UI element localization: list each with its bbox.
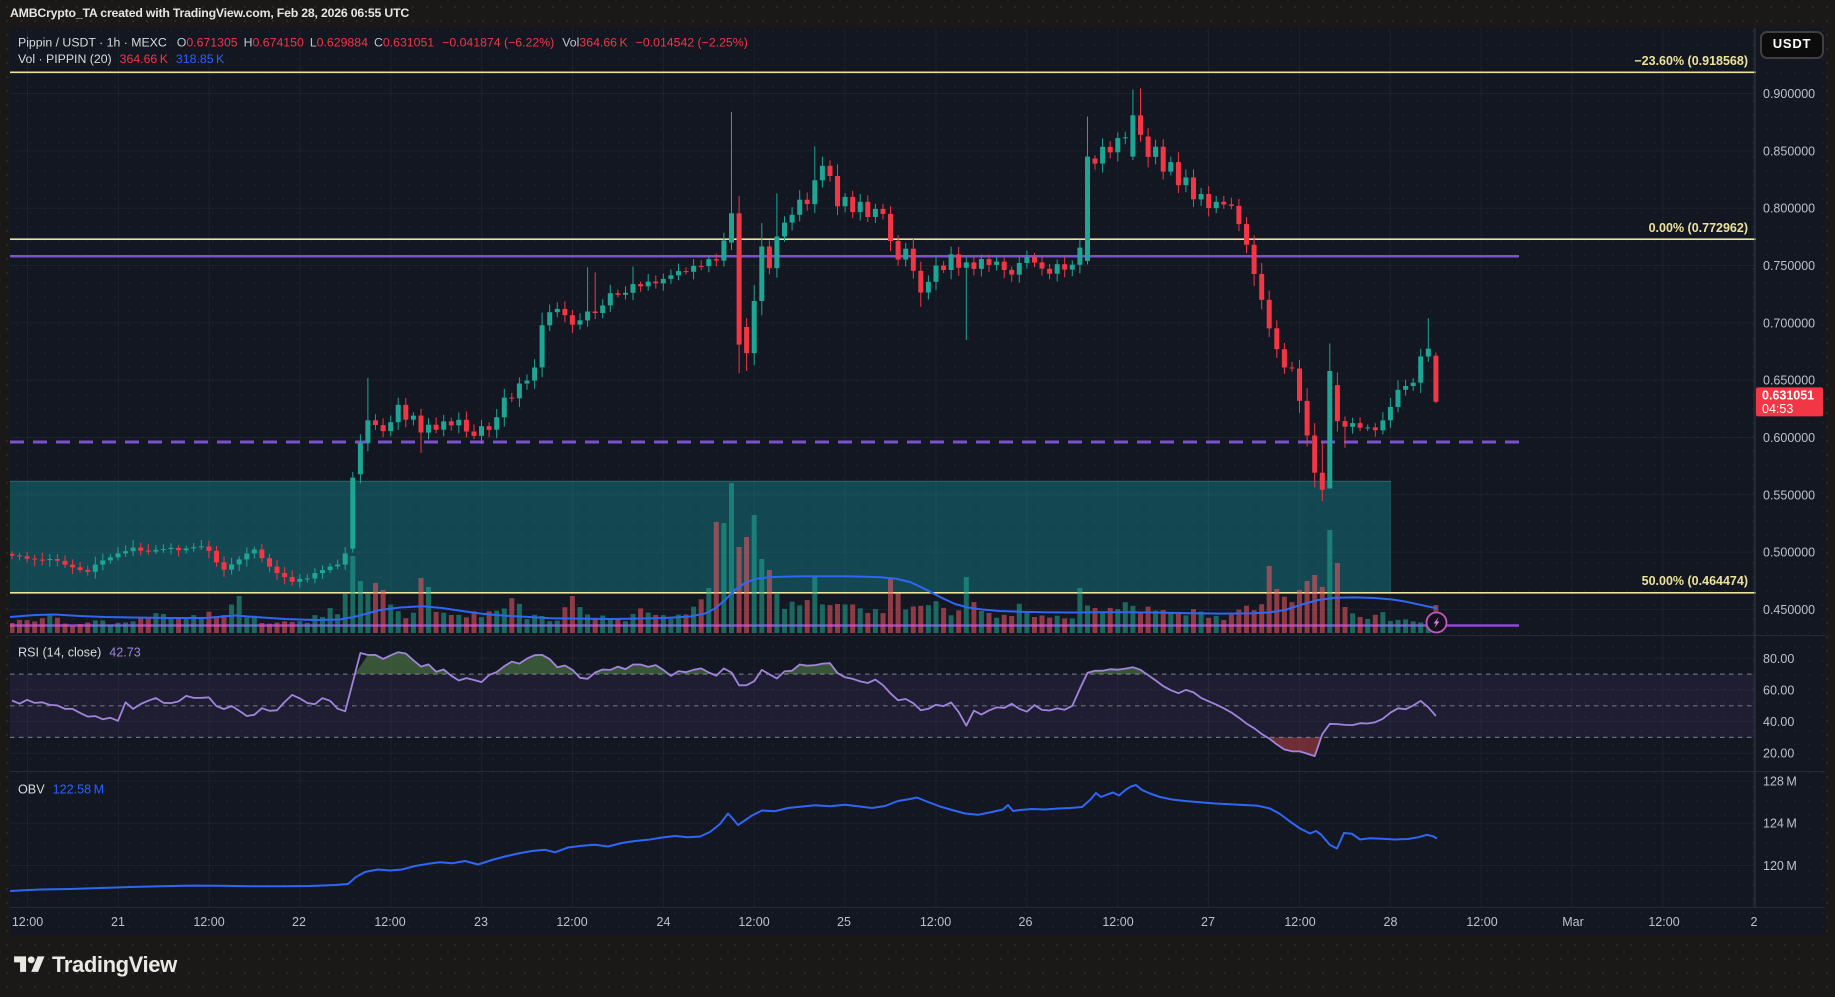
svg-text:0.800000: 0.800000 [1763, 202, 1815, 216]
svg-text:23: 23 [474, 915, 488, 929]
svg-text:12:00: 12:00 [1648, 915, 1679, 929]
svg-text:50.00% (0.464474): 50.00% (0.464474) [1642, 574, 1748, 588]
svg-text:0.650000: 0.650000 [1763, 374, 1815, 388]
svg-text:12:00: 12:00 [738, 915, 769, 929]
svg-text:−23.60% (0.918568): −23.60% (0.918568) [1634, 54, 1748, 68]
svg-text:120 M: 120 M [1763, 859, 1797, 873]
svg-text:0.550000: 0.550000 [1763, 488, 1815, 502]
svg-text:12:00: 12:00 [12, 915, 43, 929]
svg-text:25: 25 [837, 915, 851, 929]
svg-text:0.700000: 0.700000 [1763, 316, 1815, 330]
svg-text:40.00: 40.00 [1763, 715, 1794, 729]
svg-text:128 M: 128 M [1763, 774, 1797, 788]
svg-text:27: 27 [1201, 915, 1215, 929]
svg-text:0.750000: 0.750000 [1763, 259, 1815, 273]
svg-text:04:53: 04:53 [1762, 402, 1793, 416]
svg-text:0.00% (0.772962): 0.00% (0.772962) [1649, 221, 1748, 235]
svg-text:0.631051: 0.631051 [1762, 388, 1814, 402]
svg-text:0.600000: 0.600000 [1763, 431, 1815, 445]
svg-text:12:00: 12:00 [920, 915, 951, 929]
svg-text:Mar: Mar [1562, 915, 1584, 929]
svg-text:12:00: 12:00 [374, 915, 405, 929]
svg-text:2: 2 [1751, 915, 1758, 929]
svg-text:RSI (14, close)42.73: RSI (14, close) 42.73 [18, 646, 141, 660]
svg-text:12:00: 12:00 [1466, 915, 1497, 929]
svg-text:0.500000: 0.500000 [1763, 546, 1815, 560]
svg-text:24: 24 [657, 915, 671, 929]
svg-text:12:00: 12:00 [193, 915, 224, 929]
svg-text:12:00: 12:00 [1284, 915, 1315, 929]
svg-text:22: 22 [292, 915, 306, 929]
svg-text:21: 21 [111, 915, 125, 929]
svg-text:26: 26 [1019, 915, 1033, 929]
svg-text:20.00: 20.00 [1763, 747, 1794, 761]
svg-text:60.00: 60.00 [1763, 683, 1794, 697]
svg-text:0.850000: 0.850000 [1763, 144, 1815, 158]
svg-text:12:00: 12:00 [556, 915, 587, 929]
svg-text:0.450000: 0.450000 [1763, 603, 1815, 617]
svg-text:80.00: 80.00 [1763, 652, 1794, 666]
svg-text:124 M: 124 M [1763, 817, 1797, 831]
svg-text:28: 28 [1384, 915, 1398, 929]
svg-text:12:00: 12:00 [1102, 915, 1133, 929]
svg-text:0.900000: 0.900000 [1763, 87, 1815, 101]
